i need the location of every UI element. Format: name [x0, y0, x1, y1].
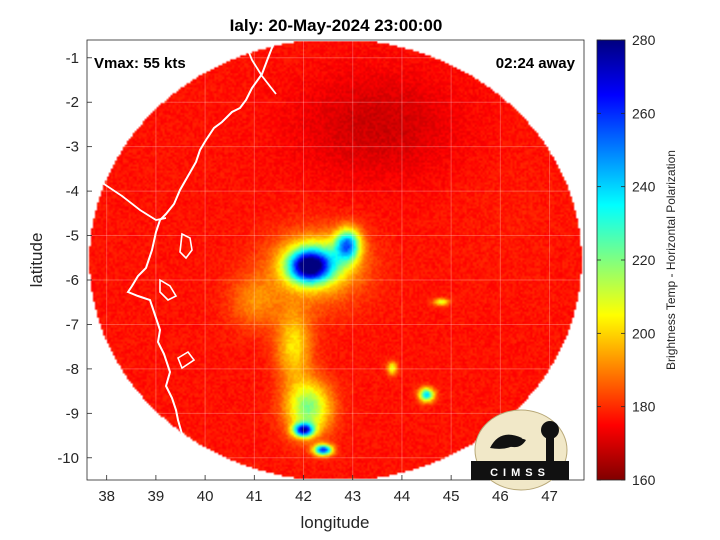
- plot-area: 38 39 40 41 42 43 44 45 46 47 -1-2-3-4-5-6-7-8-9-…: [57, 39, 585, 505]
- y-tick-label: -8: [66, 361, 79, 378]
- x-tick-label: 44: [394, 488, 411, 505]
- y-tick-label: -2: [66, 94, 79, 111]
- chart-title: Ialy: 20-May-2024 23:00:00: [230, 16, 443, 35]
- colorbar-tick-label: 260: [632, 105, 656, 121]
- dish-icon-small: [508, 438, 526, 448]
- x-tick-label: 41: [246, 488, 263, 505]
- cimss-logo: CIMSS: [471, 409, 569, 491]
- x-tick-label: 45: [443, 488, 460, 505]
- y-tick-label: -6: [66, 272, 79, 289]
- y-tick-label: -4: [66, 183, 79, 200]
- colorbar-ticks: 280 260 240 220 200 180 160: [597, 32, 656, 488]
- y-tick-label: -1: [66, 50, 79, 67]
- y-tick-label: -5: [66, 228, 79, 245]
- x-tick-label: 39: [148, 488, 165, 505]
- x-tick-label: 43: [344, 488, 361, 505]
- colorbar-tick-label: 280: [632, 32, 656, 48]
- colorbar-gradient: [596, 39, 626, 481]
- time-offset-annotation: 02:24 away: [496, 55, 576, 72]
- colorbar-tick-label: 200: [632, 325, 656, 341]
- x-tick-label: 47: [541, 488, 558, 505]
- coastline: [126, 40, 276, 480]
- border-line: [87, 40, 277, 221]
- vmax-annotation: Vmax: 55 kts: [94, 55, 186, 72]
- colorbar-tick-label: 160: [632, 472, 656, 488]
- logo-text: CIMSS: [490, 467, 550, 479]
- y-tick-label: -7: [66, 316, 79, 333]
- x-tick-label: 46: [492, 488, 509, 505]
- colorbar: 280 260 240 220 200 180 160 Brightness Temp - …: [596, 32, 678, 488]
- island-outline: [159, 232, 196, 370]
- water-tower-icon: [541, 421, 559, 439]
- x-tick-label: 42: [295, 488, 312, 505]
- x-axis-label: longitude: [300, 513, 369, 532]
- y-axis-ticks: -1 -2 -3 -4 -5 -6 -7 -8 -9 -10: [57, 50, 92, 467]
- colorbar-tick-label: 180: [632, 399, 656, 415]
- colorbar-tick-label: 220: [632, 252, 656, 268]
- y-tick-label: -3: [66, 139, 79, 156]
- colorbar-tick-label: 240: [632, 179, 656, 195]
- y-tick-label: -10: [57, 450, 79, 467]
- colorbar-label: Brightness Temp - Horizontal Polarizatio…: [664, 150, 678, 370]
- y-tick-label: -9: [66, 405, 79, 422]
- x-tick-label: 40: [197, 488, 214, 505]
- x-tick-label: 38: [98, 488, 115, 505]
- grid-lines: [87, 40, 584, 480]
- plot-frame: [86, 39, 585, 481]
- x-axis-ticks: 38 39 40 41 42 43 44 45 46 47: [98, 475, 558, 505]
- y-axis-label: latitude: [27, 233, 46, 288]
- brightness-temp-swath: [87, 40, 584, 480]
